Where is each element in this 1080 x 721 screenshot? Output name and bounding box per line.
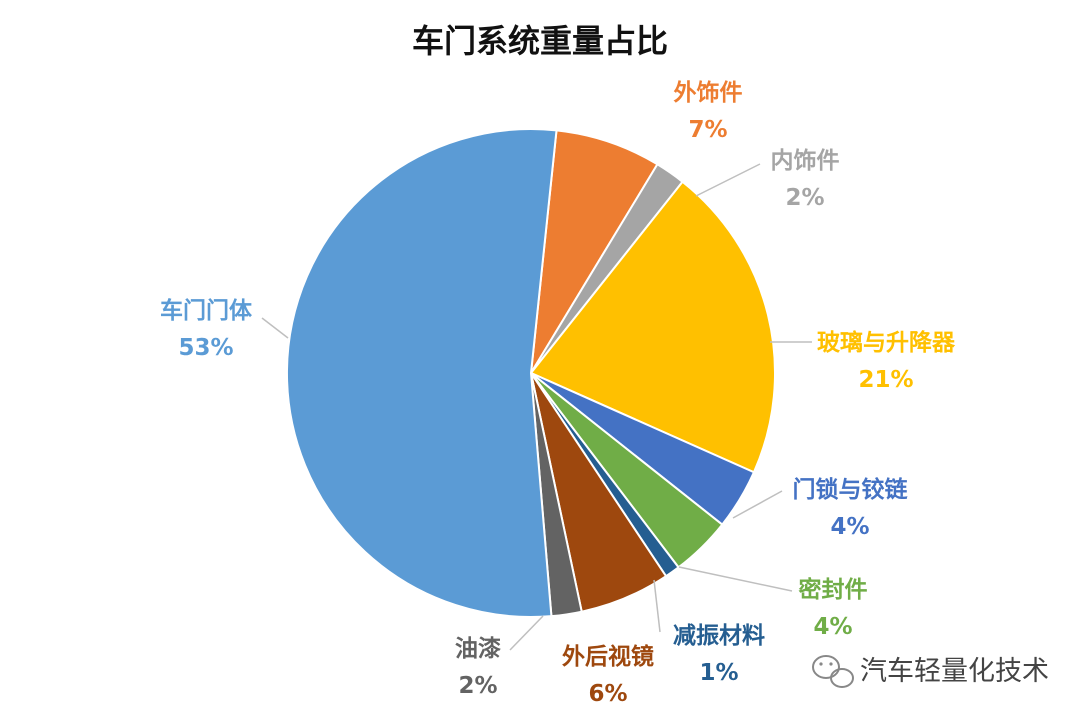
slice-label-value: 1% [699,660,738,686]
slice-labels: 外饰件 7% 内饰件 2% 玻璃与升降器 21% 门锁与铰链 4% 密封件 4% 减振材料 1% 外后视… [160,79,956,707]
slice-label-name: 玻璃与升降器 [817,329,956,356]
leader-line [509,615,544,651]
chart-title: 车门系统重量占比 [412,22,668,60]
slice-label-value: 21% [858,367,913,393]
slice-label-name: 油漆 [455,636,501,662]
slice-label-value: 4% [830,514,869,540]
leader-line [732,490,783,519]
pie-slice [285,127,558,618]
wechat-icon [812,655,854,688]
leader-line [261,317,289,339]
slice-label-name: 内饰件 [771,147,840,174]
slice-label-value: 2% [458,673,497,699]
slice-label-value: 6% [588,681,627,707]
pie-slice [530,129,659,374]
slice-label-name: 外后视镜 [562,643,654,670]
slice-label-name: 门锁与铰链 [793,476,908,503]
slice-label-name: 减振材料 [673,622,765,649]
slice-label-value: 53% [178,335,233,361]
slice-label-value: 7% [688,117,727,143]
leader-line [695,163,761,197]
slice-label-value: 4% [813,614,852,640]
slice-label-name: 车门门体 [160,297,253,324]
leader-lines [261,163,812,651]
watermark-text: 汽车轻量化技术 [860,656,1049,687]
slice-label-name: 密封件 [799,576,868,603]
pie-slices [285,127,777,618]
leader-line [653,579,661,633]
slice-label-name: 外饰件 [674,79,743,106]
leader-line [678,566,793,592]
slice-label-value: 2% [785,185,824,211]
watermark: 汽车轻量化技术 [812,655,1049,688]
